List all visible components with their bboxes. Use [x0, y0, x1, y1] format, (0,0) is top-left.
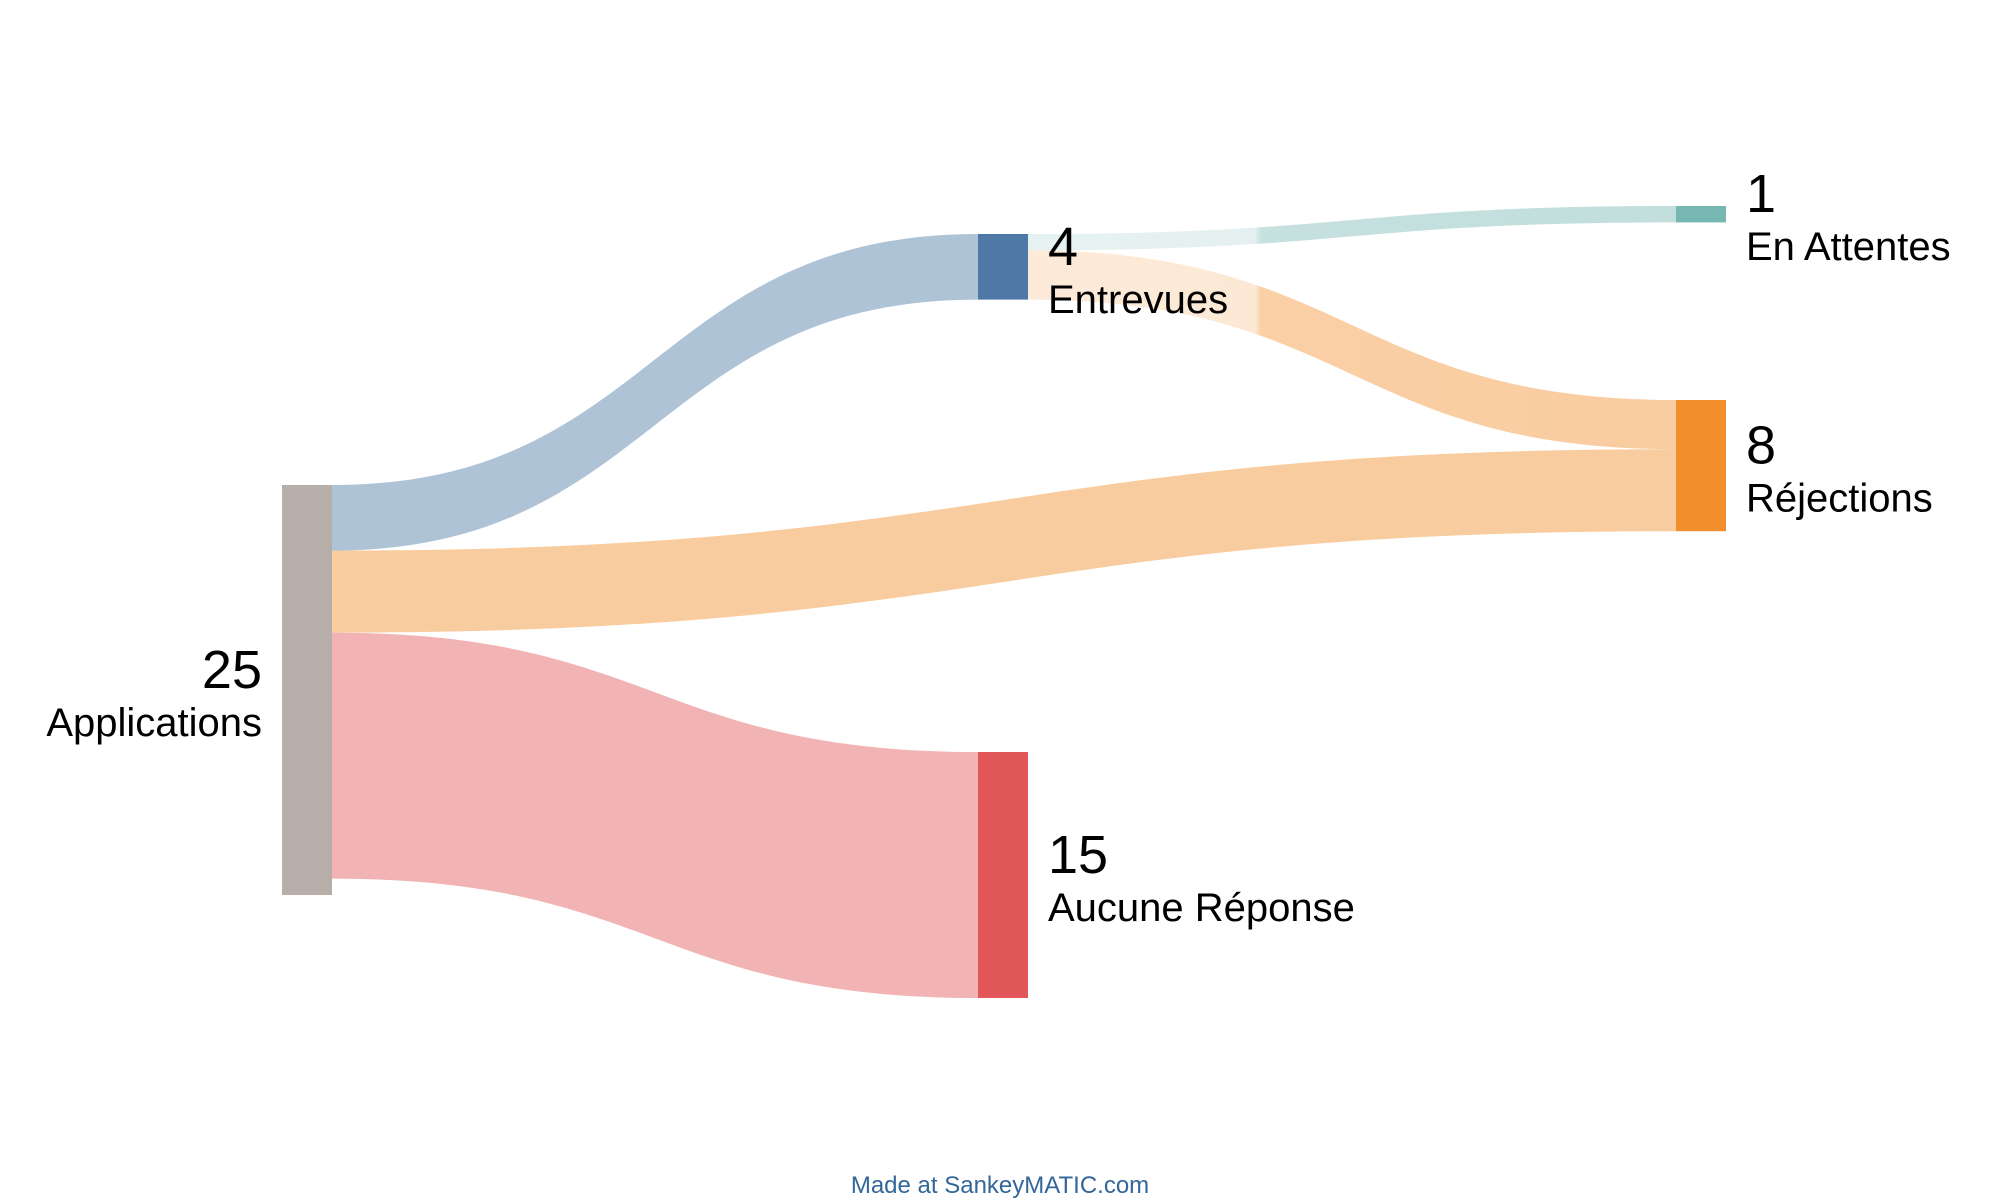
node-value-rejections: 8 [1746, 416, 1776, 476]
node-name-rejections: Réjections [1746, 477, 1933, 521]
flow-applications-to-aucune [332, 632, 978, 998]
node-value-entrevues: 4 [1048, 217, 1078, 277]
node-name-aucune: Aucune Réponse [1048, 886, 1355, 930]
node-value-aucune: 15 [1048, 825, 1108, 885]
node-value-attentes: 1 [1746, 164, 1776, 224]
credit-footer: Made at SankeyMATIC.com [0, 1172, 2000, 1200]
node-aucune [978, 752, 1028, 998]
node-value-applications: 25 [202, 640, 262, 700]
node-applications [282, 485, 332, 895]
credit-link[interactable]: Made at SankeyMATIC.com [850, 1172, 1150, 1199]
node-rejections [1676, 400, 1726, 532]
flow-applications-to-rejections [332, 449, 1676, 633]
flow-applications-to-entrevues [332, 234, 978, 551]
node-name-attentes: En Attentes [1746, 225, 1951, 269]
node-entrevues [978, 234, 1028, 300]
node-attentes [1676, 206, 1726, 223]
node-name-entrevues: Entrevues [1048, 278, 1228, 322]
flow-entrevues-to-rejections [1028, 250, 1676, 450]
flow-entrevues-to-attentes [1028, 206, 1676, 251]
node-name-applications: Applications [46, 701, 262, 745]
